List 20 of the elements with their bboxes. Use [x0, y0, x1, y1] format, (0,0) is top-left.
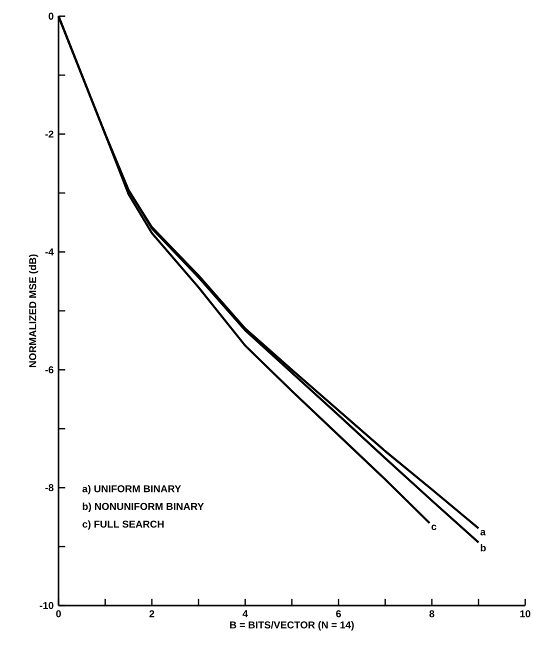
x-tick-label: 2	[149, 610, 154, 618]
series-label: c	[431, 524, 436, 530]
series-label: b	[480, 544, 486, 552]
x-tick-label: 4	[242, 610, 248, 618]
series-label: a	[480, 530, 486, 536]
y-tick-label: -6	[45, 366, 54, 374]
annotation: c) FULL SEARCH	[82, 520, 164, 530]
x-tick-label: 0	[56, 610, 61, 618]
y-axis-title: NORMALIZED MSE (dB)	[28, 254, 38, 368]
x-tick-label: 6	[336, 610, 341, 618]
x-tick-label: 10	[520, 610, 530, 618]
annotation: b) NONUNIFORM BINARY	[82, 502, 204, 512]
y-tick-label: -10	[40, 602, 54, 610]
y-tick-label: -2	[45, 130, 54, 138]
annotation: a) UNIFORM BINARY	[82, 484, 181, 494]
y-tick-label: -8	[45, 484, 54, 492]
x-axis-title: B = BITS/VECTOR (N = 14)	[230, 621, 354, 630]
y-tick-label: -4	[45, 248, 54, 256]
y-tick-label: 0	[48, 12, 54, 20]
x-tick-label: 8	[429, 610, 434, 618]
